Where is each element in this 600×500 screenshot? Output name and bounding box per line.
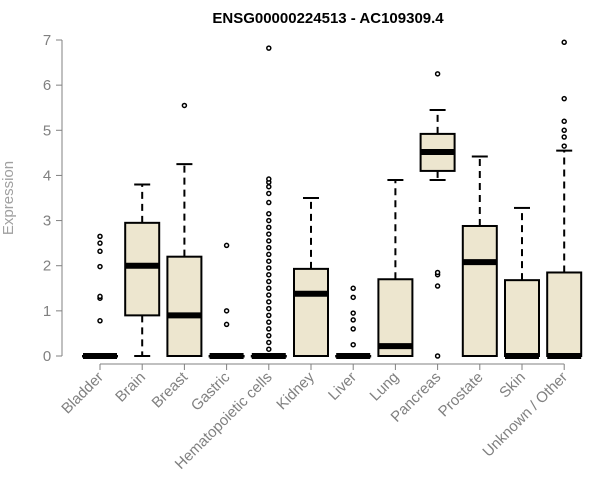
- box-body: [504, 279, 540, 357]
- outlier-point: [561, 143, 567, 149]
- outlier-point: [266, 199, 272, 206]
- outlier-point: [266, 305, 272, 312]
- outlier-point: [350, 317, 356, 323]
- outlier-point: [266, 326, 272, 332]
- box-breast: [166, 102, 203, 357]
- outlier-point: [266, 299, 272, 305]
- box-liver: [335, 285, 372, 359]
- outlier-point: [266, 217, 272, 224]
- outlier-point: [266, 271, 272, 278]
- outlier-point: [266, 292, 272, 298]
- outlier-point: [266, 224, 272, 231]
- box-body: [546, 271, 583, 357]
- outlier-point: [266, 45, 272, 51]
- box-body: [461, 224, 498, 357]
- box-skin: [504, 206, 540, 359]
- outlier-point: [266, 211, 272, 217]
- outlier-point: [266, 176, 272, 182]
- outlier-point: [97, 233, 103, 240]
- x-tick-label: Kidney: [273, 368, 318, 413]
- x-tick-label: Brain: [112, 369, 149, 406]
- outlier-point: [97, 240, 103, 246]
- y-tick-label: 4: [43, 167, 51, 184]
- outlier-point: [561, 127, 567, 134]
- outlier-point: [266, 346, 272, 352]
- outlier-point: [266, 339, 272, 346]
- outlier-point: [561, 118, 567, 125]
- outlier-point: [223, 242, 230, 249]
- x-tick-label: Breast: [149, 368, 192, 411]
- outlier-point: [266, 258, 272, 264]
- y-tick-label: 3: [43, 213, 51, 230]
- y-axis-label: Expression: [0, 161, 17, 235]
- box-unknown-other: [546, 39, 583, 359]
- outlier-point: [350, 294, 356, 301]
- box-lung: [377, 178, 414, 357]
- outlier-point: [266, 231, 272, 237]
- y-axis: 0 1 2 3 4 5 6 7: [43, 32, 63, 365]
- outlier-point: [266, 312, 272, 319]
- box-body: [166, 255, 203, 357]
- outlier-point: [266, 190, 272, 197]
- box-gastric: [208, 242, 245, 359]
- outlier-point: [266, 332, 272, 339]
- box-series: [82, 39, 583, 359]
- outlier-point: [350, 285, 356, 292]
- outlier-point: [181, 102, 188, 109]
- y-tick-label: 0: [43, 348, 51, 365]
- outlier-point: [97, 263, 103, 270]
- box-kidney: [293, 197, 329, 358]
- outlier-point: [266, 285, 272, 292]
- box-brain: [124, 183, 161, 357]
- outlier-point: [97, 318, 103, 324]
- x-tick-label: Skin: [496, 369, 529, 402]
- x-tick-label: Liver: [325, 369, 360, 404]
- box-prostate: [461, 155, 498, 357]
- y-tick-label: 1: [43, 303, 51, 320]
- box-bladder: [82, 233, 118, 359]
- outlier-point: [97, 293, 103, 300]
- outlier-point: [266, 183, 272, 190]
- box-body: [293, 267, 329, 358]
- y-tick-label: 7: [43, 32, 51, 49]
- outlier-point: [434, 353, 441, 359]
- outlier-point: [434, 269, 441, 276]
- outlier-point: [266, 319, 272, 325]
- outlier-point: [266, 265, 272, 271]
- outlier-point: [223, 321, 230, 328]
- outlier-point: [561, 39, 567, 46]
- y-tick-label: 6: [43, 77, 51, 94]
- outlier-point: [350, 341, 356, 348]
- outlier-point: [266, 251, 272, 258]
- box-pancreas: [419, 71, 456, 359]
- x-tick-label: Prostate: [435, 369, 487, 421]
- box-hematopoietic-cells: [250, 45, 287, 359]
- box-body: [124, 221, 161, 317]
- outlier-point: [350, 326, 356, 332]
- y-tick-label: 2: [43, 258, 51, 275]
- outlier-point: [561, 134, 567, 140]
- x-tick-label: Bladder: [58, 369, 107, 418]
- outlier-point: [350, 310, 356, 316]
- outlier-point: [266, 244, 272, 251]
- outlier-point: [434, 283, 441, 289]
- outlier-point: [434, 71, 441, 77]
- y-tick-label: 5: [43, 122, 51, 139]
- outlier-point: [266, 278, 272, 285]
- outlier-point: [97, 248, 103, 255]
- x-tick-label: Lung: [367, 369, 403, 405]
- outlier-point: [561, 95, 567, 102]
- outlier-point: [223, 308, 230, 314]
- chart-title: ENSG00000224513 - AC109309.4: [212, 10, 444, 27]
- outlier-point: [266, 238, 272, 244]
